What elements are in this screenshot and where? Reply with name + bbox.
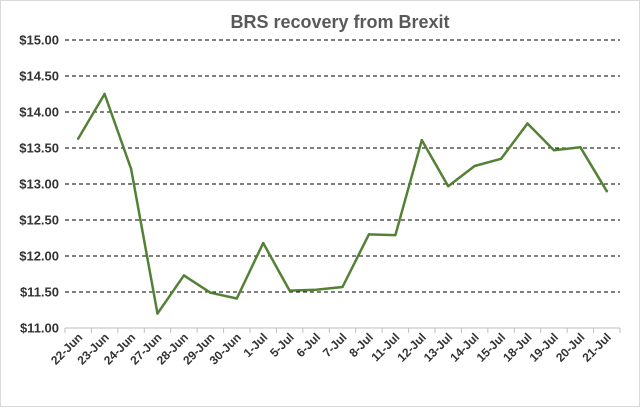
x-tick-label: 7-Jul bbox=[320, 330, 350, 360]
gridlines bbox=[65, 39, 620, 293]
data-point bbox=[579, 146, 582, 149]
x-tick-label: 14-Jul bbox=[447, 330, 481, 364]
x-tick-label: 15-Jul bbox=[474, 330, 508, 364]
y-tick-label: $12.50 bbox=[19, 213, 59, 228]
x-axis bbox=[64, 327, 621, 333]
y-tick-label: $11.00 bbox=[20, 321, 59, 336]
data-point bbox=[367, 233, 371, 236]
data-point bbox=[473, 164, 476, 168]
x-tick-label: 20-Jul bbox=[553, 330, 587, 364]
x-tick-label: 5-Jul bbox=[267, 330, 297, 360]
x-tick-label: 13-Jul bbox=[421, 330, 455, 364]
x-tick-label: 18-Jul bbox=[500, 330, 534, 364]
data-point bbox=[235, 297, 238, 300]
y-tick-label: $11.50 bbox=[20, 285, 59, 300]
data-point bbox=[605, 190, 608, 193]
x-tick-label: 11-Jul bbox=[369, 330, 403, 364]
y-tick-label: $12.00 bbox=[19, 249, 59, 264]
data-point bbox=[420, 138, 423, 142]
data-point bbox=[288, 289, 291, 292]
data-point bbox=[447, 184, 450, 188]
series-layer bbox=[76, 92, 609, 315]
y-axis-tick-labels: $11.00 $11.50 $12.00 $12.50 $13.00 $13.50 $14.… bbox=[19, 33, 59, 336]
y-tick-label: $13.00 bbox=[19, 177, 59, 192]
data-point bbox=[526, 122, 529, 125]
x-axis-tick-labels: 22-Jun23-Jun24-Jun27-Jun28-Jun29-Jun30-J… bbox=[48, 330, 614, 367]
y-tick-label: $14.00 bbox=[19, 105, 59, 120]
x-tick-label: 19-Jul bbox=[527, 330, 561, 364]
data-point bbox=[341, 285, 344, 289]
x-tick-label: 12-Jul bbox=[394, 330, 428, 364]
data-point bbox=[77, 137, 80, 140]
data-point bbox=[156, 312, 159, 315]
data-point bbox=[209, 291, 212, 294]
data-point bbox=[499, 157, 503, 160]
data-point bbox=[314, 288, 318, 292]
data-point bbox=[103, 92, 106, 96]
data-point bbox=[182, 274, 186, 277]
chart-title: BRS recovery from Brexit bbox=[230, 12, 449, 32]
y-tick-label: $14.50 bbox=[19, 69, 59, 84]
x-tick-label: 1-Jul bbox=[241, 330, 271, 360]
y-tick-label: $13.50 bbox=[19, 141, 59, 156]
data-point bbox=[394, 233, 397, 237]
y-tick-label: $15.00 bbox=[19, 33, 59, 48]
series-line bbox=[76, 92, 609, 315]
data-point bbox=[129, 167, 133, 171]
x-tick-label: 6-Jul bbox=[293, 330, 323, 360]
data-point bbox=[552, 148, 556, 152]
data-point bbox=[262, 241, 265, 245]
x-tick-label: 21-Jul bbox=[579, 330, 613, 364]
